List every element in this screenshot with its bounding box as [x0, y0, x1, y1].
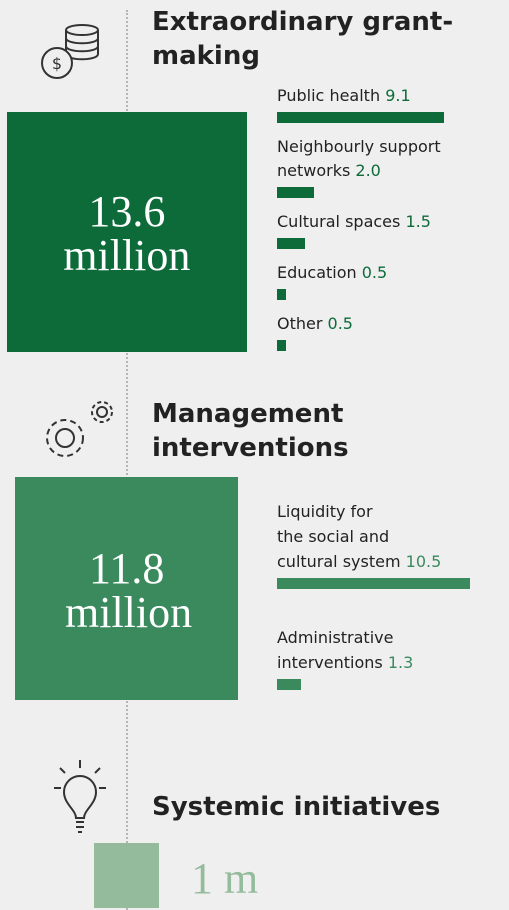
total-square: [7, 112, 247, 352]
total-label: 13.6 million: [63, 186, 191, 280]
item-label: Administrative: [277, 628, 394, 647]
item-value: 0.5: [361, 263, 388, 282]
item-label: Public health: [277, 86, 381, 105]
item-name: networks 2.0: [277, 159, 502, 183]
item: Other 0.5: [277, 312, 502, 351]
item-label: networks: [277, 161, 351, 180]
item-name: Neighbourly support: [277, 135, 502, 159]
item: Neighbourly support networks 2.0: [277, 135, 502, 198]
total-square: [15, 477, 239, 701]
total-label: 1 m: [191, 854, 259, 903]
svg-text:$: $: [52, 54, 62, 73]
item-name: the social and: [277, 524, 502, 549]
gears-icon: [46, 401, 113, 457]
item-value: 10.5: [405, 552, 442, 571]
item-list: Public health 9.1 Neighbourly support netw…: [277, 84, 502, 363]
item-label: Cultural spaces: [277, 212, 401, 231]
item: Education 0.5: [277, 261, 502, 300]
item-list: Liquidity for the social and cultural syst…: [277, 499, 502, 726]
item-name: interventions 1.3: [277, 650, 502, 675]
section-title: Management interventions: [152, 399, 349, 463]
total-square: [94, 843, 159, 908]
section-title: Systemic initiatives: [152, 792, 441, 822]
item: Liquidity for the social and cultural syst…: [277, 499, 502, 589]
item: Cultural spaces 1.5: [277, 210, 502, 249]
bar: [277, 112, 445, 123]
item-name: Liquidity for: [277, 499, 502, 524]
item-label: Other: [277, 314, 323, 333]
item: Public health 9.1: [277, 84, 502, 123]
item-label: the social and: [277, 527, 390, 546]
item-name: Public health 9.1: [277, 84, 502, 108]
item-name: Administrative: [277, 625, 502, 650]
item-label: Neighbourly support: [277, 137, 441, 156]
item-value: 1.3: [387, 653, 414, 672]
item-name: Other 0.5: [277, 312, 502, 336]
item-name: Cultural spaces 1.5: [277, 210, 502, 234]
bulb-icon: [54, 760, 106, 833]
coins-icon: $: [41, 24, 99, 79]
item-value: 2.0: [355, 161, 381, 180]
bar: [277, 289, 287, 300]
item-value: 9.1: [385, 86, 411, 105]
bar: [277, 238, 305, 249]
item: Administrative interventions 1.3: [277, 625, 502, 690]
item-label: interventions: [277, 653, 383, 672]
item-label: cultural system: [277, 552, 401, 571]
bar: [277, 187, 314, 198]
item-value: 1.5: [405, 212, 431, 231]
bar: [277, 340, 287, 351]
item-name: cultural system 10.5: [277, 549, 502, 574]
item-name: Education 0.5: [277, 261, 502, 285]
dotted-line: [126, 10, 128, 910]
item-label: Liquidity for: [277, 502, 373, 521]
bar: [277, 679, 301, 690]
total-label: 11.8 million: [65, 543, 193, 637]
section-title: Extraordinary grant-making: [152, 7, 454, 71]
item-label: Education: [277, 263, 357, 282]
bar: [277, 578, 471, 589]
item-value: 0.5: [327, 314, 353, 333]
